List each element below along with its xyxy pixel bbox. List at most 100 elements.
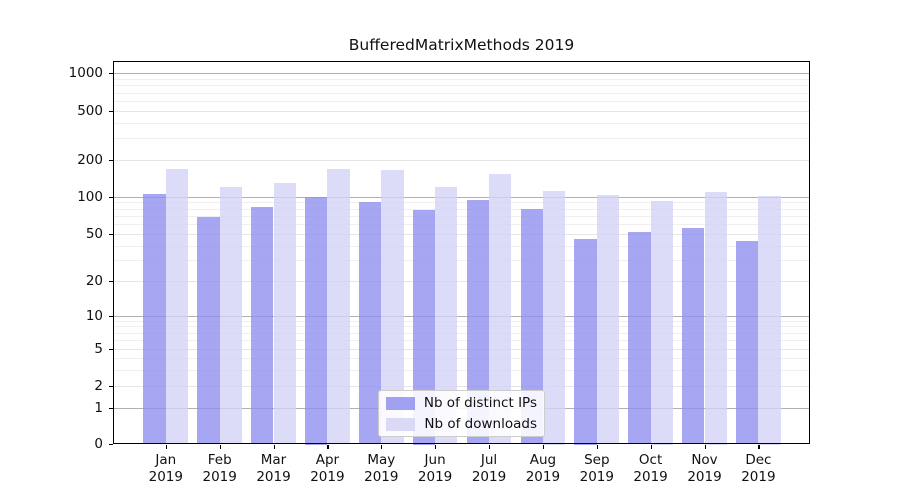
x-tick-label: Jan 2019 (148, 452, 183, 485)
x-tick-label: Apr 2019 (310, 452, 345, 485)
y-tick-mark (109, 444, 113, 446)
gridline (113, 196, 810, 198)
x-tick-mark (704, 445, 706, 449)
gridline (113, 357, 810, 359)
bar-downloads-jan (165, 168, 189, 445)
y-tick-mark (109, 160, 113, 162)
y-tick-mark (109, 386, 113, 388)
x-tick-mark (327, 445, 329, 449)
x-tick-label: Dec 2019 (741, 452, 776, 485)
gridline (113, 100, 810, 102)
gridline (113, 224, 810, 226)
x-tick-mark (650, 445, 652, 449)
x-tick-mark (542, 445, 545, 449)
gridline (113, 326, 810, 328)
x-tick-mark (489, 445, 491, 449)
bar-ips-aug (520, 209, 543, 445)
legend: Nb of distinct IPs Nb of downloads (378, 390, 545, 437)
x-tick-label: Jul 2019 (471, 452, 507, 485)
y-tick-label: 10 (85, 307, 103, 324)
legend-label-distinct-ips: Nb of distinct IPs (423, 395, 537, 411)
x-tick-mark (435, 445, 437, 449)
y-tick-mark (109, 234, 113, 236)
bar-downloads-sep (596, 194, 620, 445)
bar-ips-oct (628, 232, 651, 445)
bar-downloads-mar (273, 182, 296, 445)
gridline (113, 281, 810, 282)
bar-ips-jan (143, 193, 166, 445)
y-tick-label: 1000 (68, 65, 103, 82)
x-tick-label: Nov 2019 (687, 452, 722, 485)
gridline (113, 245, 810, 247)
y-tick-mark (109, 73, 113, 75)
y-tick-label: 2 (94, 378, 103, 394)
bar-ips-apr (305, 197, 328, 445)
y-tick-label: 100 (77, 188, 103, 205)
y-tick-mark (109, 348, 113, 350)
bar-downloads-aug (542, 190, 566, 445)
gridline (113, 138, 810, 140)
bar-downloads-jun (435, 186, 458, 445)
y-tick-label: 5 (94, 340, 103, 357)
gridline (113, 202, 810, 204)
x-tick-mark (219, 445, 221, 449)
gridline (113, 216, 810, 217)
gridline (113, 348, 810, 350)
x-tick-mark (596, 445, 598, 449)
x-tick-label: Feb 2019 (202, 452, 237, 485)
gridline (113, 92, 810, 94)
y-tick-mark (109, 110, 113, 112)
y-tick-label: 200 (77, 152, 103, 168)
x-tick-label: Jun 2019 (417, 452, 453, 485)
y-tick-mark (109, 407, 113, 409)
chart-title: BufferedMatrixMethods 2019 (348, 36, 575, 54)
gridline (113, 73, 810, 75)
bar-ips-may (358, 202, 382, 445)
x-tick-mark (273, 445, 275, 449)
gridline (113, 160, 810, 161)
bar-downloads-apr (327, 168, 350, 445)
y-tick-label: 50 (85, 226, 103, 243)
bar-ips-dec (736, 240, 759, 445)
bar-ips-sep (574, 238, 597, 445)
legend-item-downloads: Nb of downloads (386, 416, 537, 432)
bar-downloads-feb (219, 186, 243, 445)
legend-label-downloads: Nb of downloads (424, 416, 537, 432)
gridline (113, 122, 810, 124)
y-tick-label: 20 (85, 273, 103, 289)
x-tick-mark (381, 445, 383, 449)
gridline (113, 340, 810, 341)
gridline (113, 234, 810, 236)
gridline (113, 208, 810, 210)
bar-downloads-nov (704, 191, 727, 445)
bar-ips-nov (682, 228, 705, 445)
x-tick-label: Aug 2019 (525, 452, 561, 485)
x-tick-label: Oct 2019 (633, 452, 668, 485)
gridline (113, 332, 810, 334)
bar-downloads-may (381, 170, 404, 445)
gridline (113, 386, 810, 387)
bar-ips-jun (412, 210, 436, 445)
legend-swatch-distinct-ips (386, 396, 415, 410)
y-tick-label: 0 (94, 436, 103, 453)
legend-item-distinct-ips: Nb of distinct IPs (386, 395, 537, 411)
bar-ips-jul (466, 199, 489, 445)
x-tick-mark (165, 445, 167, 449)
bar-ips-mar (251, 207, 274, 445)
bar-ips-feb (197, 216, 220, 445)
y-tick-mark (109, 196, 113, 198)
gridline (113, 79, 810, 80)
y-tick-label: 500 (77, 102, 103, 119)
x-tick-label: May 2019 (364, 452, 399, 485)
x-tick-label: Sep 2019 (579, 452, 614, 485)
bar-downloads-oct (650, 200, 673, 445)
gridline (113, 369, 810, 371)
y-tick-mark (109, 315, 113, 317)
x-tick-mark (758, 445, 760, 449)
gridline (113, 315, 810, 317)
gridline (113, 320, 810, 322)
y-tick-label: 1 (94, 399, 103, 416)
bar-downloads-jul (489, 174, 512, 445)
plot-area (113, 61, 810, 445)
